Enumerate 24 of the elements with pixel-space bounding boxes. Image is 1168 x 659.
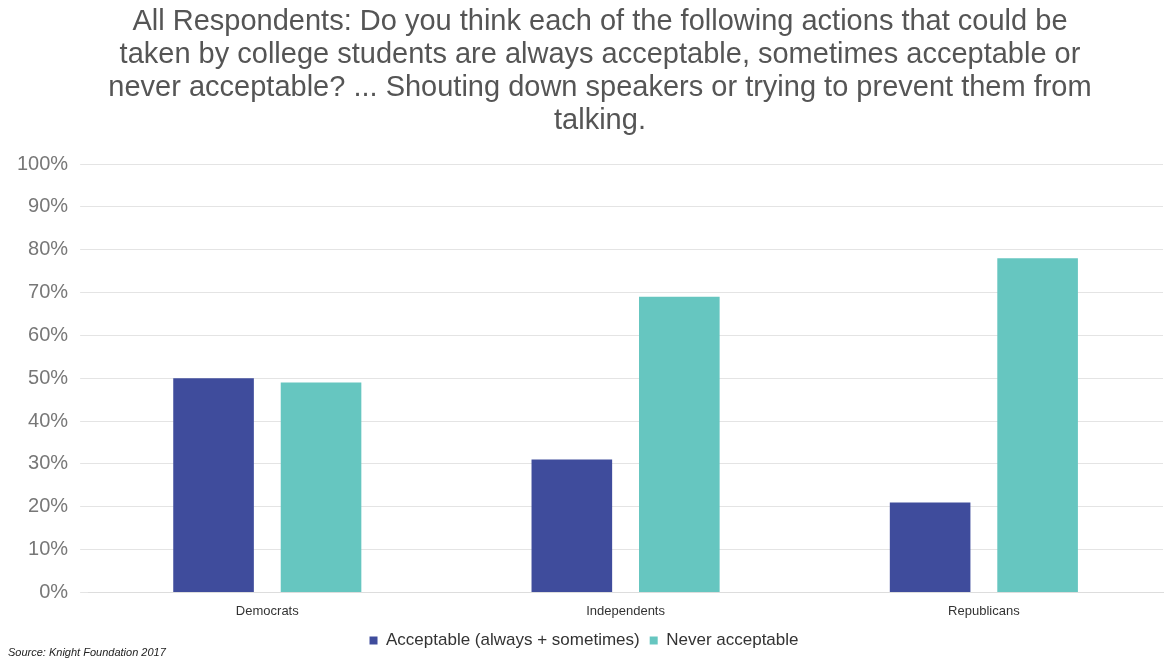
- bar: [280, 382, 362, 592]
- y-tick-label: 50%: [28, 365, 69, 388]
- y-tick-label: 60%: [28, 322, 69, 345]
- y-tick-label: 70%: [28, 280, 69, 303]
- y-tick-label: 80%: [28, 237, 69, 260]
- bar: [997, 258, 1078, 592]
- y-tick-label: 90%: [28, 194, 69, 217]
- y-tick-label: 40%: [28, 408, 69, 431]
- y-tick-label: 10%: [28, 537, 69, 560]
- x-tick-label: Independents: [586, 602, 666, 618]
- x-tick-label: Republicans: [948, 602, 1021, 618]
- chart-title: All Respondents: Do you think each of the following actions that could be taken by college students are always acceptable, sometimes acceptable or never acceptable? ... Shouting down speakers or trying to prevent them from talking.: [107, 4, 1093, 136]
- y-tick-label: 20%: [28, 494, 69, 517]
- source-note: Source: Knight Foundation 2017: [8, 646, 166, 658]
- bar: [639, 296, 720, 592]
- bar: [531, 459, 613, 592]
- y-tick-label: 30%: [28, 451, 69, 474]
- y-tick-label: 0%: [39, 579, 69, 602]
- y-tick-label: 100%: [17, 151, 69, 174]
- legend-label: Acceptable (always + sometimes): [386, 630, 640, 650]
- x-tick-label: Democrats: [235, 602, 300, 618]
- bar: [173, 378, 254, 592]
- bar: [889, 502, 971, 592]
- legend-label: Never acceptable: [666, 630, 799, 650]
